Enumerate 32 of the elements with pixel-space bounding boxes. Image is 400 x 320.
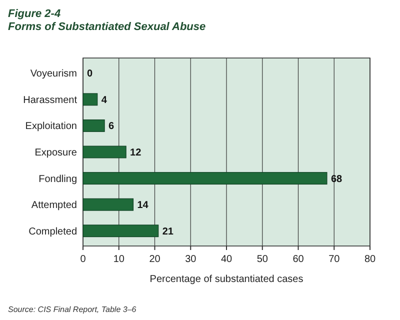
bar [82, 224, 159, 238]
y-tick-label: Fondling [38, 174, 77, 185]
y-tick-label: Exploitation [25, 121, 77, 132]
data-label: 6 [108, 121, 115, 132]
y-tick-label: Harassment [23, 94, 78, 106]
data-label: 21 [162, 226, 174, 238]
bar [82, 172, 328, 185]
x-axis-title: Percentage of substantiated cases [150, 274, 304, 285]
data-label: 12 [130, 148, 142, 158]
x-tick-label: 10 [113, 254, 125, 265]
x-tick-label: 30 [185, 254, 197, 265]
bar [82, 146, 126, 158]
bar [82, 119, 105, 132]
y-tick-label: Attempted [31, 200, 77, 212]
y-tick-label: Exposure [34, 148, 78, 158]
y-tick-label: Voyeurism [30, 68, 77, 80]
x-tick-label: 50 [256, 254, 268, 265]
x-tick-label: 70 [328, 254, 340, 265]
bar [82, 198, 134, 211]
data-label: 0 [87, 68, 93, 80]
bar [82, 93, 98, 106]
x-tick-label: 0 [80, 254, 86, 265]
x-tick-label: 60 [292, 254, 304, 265]
data-label: 14 [137, 200, 149, 212]
x-tick-label: 20 [149, 254, 161, 265]
x-tick-label: 40 [220, 254, 232, 265]
y-tick-label: Completed [28, 226, 77, 238]
source-note: Source: CIS Final Report, Table 3–6 [8, 305, 137, 314]
x-tick-label: 80 [364, 254, 376, 265]
chart-title: Figure 2-4 [8, 8, 61, 20]
chart-subtitle: Forms of Substantiated Sexual Abuse [8, 21, 206, 33]
data-label: 4 [101, 94, 108, 106]
